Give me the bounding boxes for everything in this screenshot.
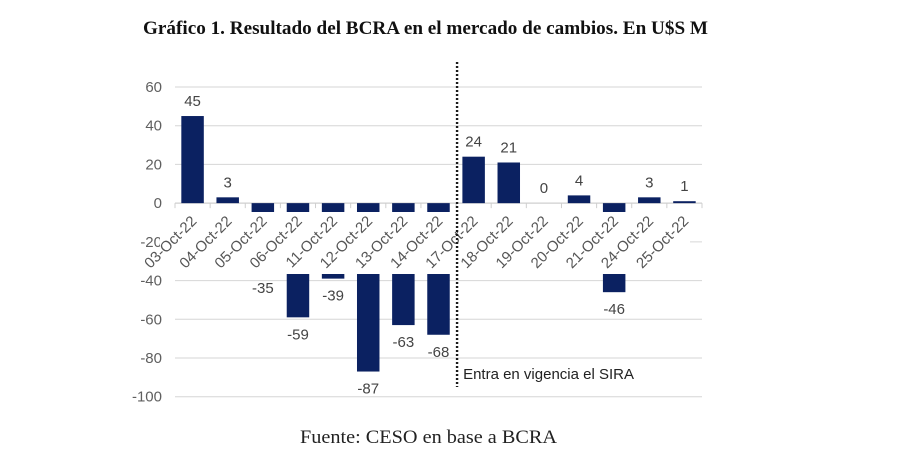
data-label: -63 [393,334,415,351]
data-labels: 45 3 -35 -59 -39 -87 -63 -68 24 21 0 4 -46 3 1 [184,93,688,398]
data-label: -59 [287,326,309,343]
y-tick-label: 0 [154,195,162,212]
bar-03-oct-22 [181,116,204,204]
data-label: 4 [575,172,583,189]
bar-18-oct-22 [497,162,521,204]
sira-annotation-label: Entra en vigencia el SIRA [463,366,634,383]
y-tick-label: 20 [145,156,162,173]
data-label: -35 [252,280,274,297]
data-label: 0 [540,180,548,197]
bar-20-oct-22 [567,195,591,204]
chart-title: Gráfico 1. Resultado del BCRA en el merc… [143,18,708,39]
y-tick-label: 40 [145,118,162,135]
bar-24-oct-22 [638,197,661,204]
data-label: 3 [224,174,232,191]
data-label: 21 [500,139,517,156]
data-label: 24 [465,134,482,151]
y-tick-label: -100 [132,389,162,406]
data-label: -87 [357,381,379,398]
bar-04-oct-22 [216,197,239,204]
data-label: 45 [184,93,201,110]
y-axis-tick-labels: 60 40 20 0 -20 -40 -60 -80 -100 [132,79,162,406]
chart-source: Fuente: CESO en base a BCRA [300,427,557,448]
bar-25-oct-22 [673,201,696,204]
y-tick-label: 60 [145,79,162,96]
data-label: 1 [680,178,688,195]
y-tick-label: -60 [140,311,162,328]
bar-17-oct-22 [462,156,485,204]
data-label: -39 [322,288,344,305]
x-label-background-band [160,212,690,274]
y-tick-label: -40 [140,273,162,290]
data-label: -46 [603,301,625,318]
data-label: 3 [645,174,653,191]
data-label: -68 [428,344,450,361]
y-tick-label: -80 [140,350,162,367]
y-tick-label: -20 [140,234,162,251]
